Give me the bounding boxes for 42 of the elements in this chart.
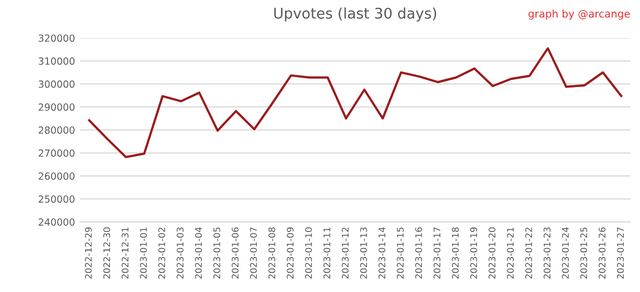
y-tick-label: 320000	[38, 34, 74, 42]
x-tick-label: 2023-01-22	[525, 228, 532, 279]
y-tick-label: 310000	[38, 57, 74, 65]
y-tick-label: 300000	[38, 80, 74, 88]
x-tick-label: 2023-01-10	[305, 227, 312, 279]
x-tick-label: 2022-12-29	[84, 227, 92, 279]
y-tick-label: 280000	[38, 126, 74, 134]
line-series	[88, 47, 622, 158]
chart-title: Upvotes (last 30 days)	[274, 7, 436, 22]
x-tick-label: 2023-01-20	[488, 227, 496, 279]
x-tick-label: 2023-01-04	[195, 227, 202, 279]
x-tick-label: 2023-01-19	[470, 227, 478, 279]
y-tick-label: 270000	[38, 149, 74, 157]
x-tick-label: 2023-01-16	[415, 227, 422, 279]
x-tick-label: 2023-01-01	[140, 228, 147, 279]
x-tick-label: 2022-12-30	[103, 227, 110, 279]
x-tick-label: 2023-01-15	[396, 228, 404, 279]
x-tick-label: 2023-01-27	[617, 228, 624, 279]
x-tick-label: 2023-01-13	[360, 228, 367, 279]
y-tick-label: 260000	[38, 172, 74, 180]
x-tick-label: 2023-01-14	[378, 227, 386, 279]
x-tick-label: 2023-01-05	[213, 228, 220, 279]
x-tick-label: 2023-01-03	[176, 228, 184, 279]
x-tick-label: 2023-01-23	[544, 228, 550, 279]
x-tick-label: 2023-01-25	[580, 228, 588, 279]
x-tick-label: 2023-01-21	[506, 228, 514, 279]
text: graph by @arcange	[528, 10, 630, 20]
x-tick-label: 2023-01-18	[452, 227, 459, 279]
x-tick-label: 2023-01-12	[342, 228, 349, 279]
x-tick-label: 2023-01-02	[158, 228, 166, 279]
x-tick-label: 2023-01-06	[232, 227, 239, 279]
x-tick-label: 2022-12-31	[122, 228, 128, 279]
x-tick-label: 2023-01-17	[434, 228, 440, 279]
x-tick-label: 2023-01-07	[250, 228, 257, 279]
x-tick-label: 2023-01-09	[286, 227, 294, 279]
y-tick-label: 290000	[38, 103, 74, 111]
x-tick-label: 2023-01-24	[562, 227, 569, 279]
y-tick-label: 240000	[38, 218, 74, 226]
x-tick-label: 2023-01-08	[268, 227, 276, 279]
x-tick-label: 2023-01-11	[323, 228, 330, 279]
x-tick-label: 2023-01-26	[598, 227, 606, 279]
y-tick-label: 250000	[38, 195, 74, 203]
